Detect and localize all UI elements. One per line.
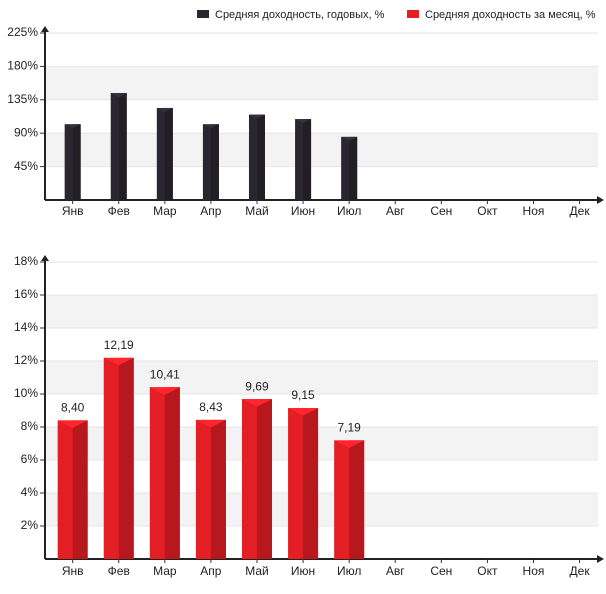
- bar-shade: [118, 357, 134, 559]
- x-tick-label: Июн: [291, 564, 315, 578]
- value-label: 8,40: [61, 401, 85, 415]
- x-tick-label: Янв: [62, 564, 84, 578]
- y-tick-label: 135%: [7, 92, 38, 106]
- grid-band: [45, 361, 598, 394]
- bar-bevel: [110, 93, 127, 98]
- value-label: 10,41: [150, 367, 180, 381]
- bar-bevel: [64, 124, 81, 129]
- bar-shade: [256, 399, 272, 559]
- x-tick-label: Авг: [386, 564, 405, 578]
- bar-bevel: [341, 136, 358, 141]
- axis-arrow: [41, 255, 49, 261]
- x-tick-label: Янв: [62, 204, 84, 218]
- y-tick-label: 16%: [14, 287, 38, 301]
- y-tick-label: 225%: [7, 25, 38, 39]
- y-tick-label: 10%: [14, 386, 38, 400]
- bar-bevel: [149, 387, 180, 395]
- y-tick-label: 6%: [21, 452, 39, 466]
- x-tick-label: Фев: [108, 204, 130, 218]
- bar-bevel: [202, 124, 219, 129]
- bar-bevel: [248, 114, 265, 119]
- legend-swatch: [197, 10, 209, 18]
- x-tick-label: Май: [245, 204, 269, 218]
- bar-shade: [72, 124, 81, 200]
- bar-bevel: [241, 399, 272, 407]
- bar-bevel: [57, 420, 88, 428]
- bar-bevel: [156, 107, 173, 112]
- bar-shade: [164, 107, 173, 200]
- bar-shade: [72, 420, 88, 559]
- grid-band: [45, 493, 598, 526]
- axis-arrow: [597, 196, 604, 204]
- bar-bevel: [334, 440, 365, 448]
- y-tick-label: 14%: [14, 320, 38, 334]
- bar-bevel: [195, 419, 226, 428]
- x-tick-label: Сен: [430, 204, 452, 218]
- x-tick-label: Окт: [477, 204, 498, 218]
- bar-bevel: [103, 357, 134, 366]
- y-tick-label: 2%: [21, 518, 39, 532]
- y-tick-label: 90%: [14, 125, 38, 139]
- bar-shade: [118, 93, 127, 200]
- x-tick-label: Сен: [430, 564, 452, 578]
- x-tick-label: Мар: [153, 204, 177, 218]
- legend-swatch: [407, 10, 419, 18]
- legend-label: Средняя доходность, годовых, %: [215, 9, 385, 21]
- x-tick-label: Мар: [153, 564, 177, 578]
- bar-bevel: [295, 119, 312, 124]
- bar-shade: [349, 136, 358, 200]
- value-label: 9,15: [291, 388, 315, 402]
- grid-band: [45, 295, 598, 328]
- axis-arrow: [41, 26, 49, 32]
- y-tick-label: 18%: [14, 254, 38, 268]
- axis-arrow: [597, 555, 604, 563]
- value-label: 12,19: [104, 338, 134, 352]
- value-label: 7,19: [337, 421, 361, 435]
- x-tick-label: Май: [245, 564, 269, 578]
- grid-band: [45, 133, 598, 167]
- x-tick-label: Окт: [477, 564, 498, 578]
- bar-shade: [303, 408, 319, 559]
- value-label: 9,69: [245, 379, 269, 393]
- bar-bevel: [288, 408, 319, 416]
- bar-shade: [256, 114, 265, 200]
- x-tick-label: Дек: [570, 204, 591, 218]
- x-tick-label: Апр: [200, 564, 222, 578]
- x-tick-label: Ноя: [523, 564, 545, 578]
- y-tick-label: 8%: [21, 419, 39, 433]
- x-tick-label: Фев: [108, 564, 130, 578]
- x-tick-label: Ноя: [523, 204, 545, 218]
- y-tick-label: 12%: [14, 353, 38, 367]
- bar-shade: [210, 419, 226, 559]
- y-tick-label: 4%: [21, 485, 39, 499]
- grid-band: [45, 427, 598, 460]
- bar-shade: [303, 119, 312, 200]
- x-tick-label: Июл: [337, 564, 361, 578]
- x-tick-label: Июн: [291, 204, 315, 218]
- bar-shade: [210, 124, 219, 200]
- bar-shade: [164, 387, 180, 559]
- x-tick-label: Апр: [200, 204, 222, 218]
- y-tick-label: 180%: [7, 59, 38, 73]
- legend-label: Средняя доходность за месяц, %: [425, 9, 596, 21]
- grid-band: [45, 66, 598, 100]
- bar-shade: [349, 440, 365, 559]
- y-tick-label: 45%: [14, 159, 38, 173]
- x-tick-label: Июл: [337, 204, 361, 218]
- value-label: 8,43: [199, 400, 223, 414]
- x-tick-label: Авг: [386, 204, 405, 218]
- x-tick-label: Дек: [570, 564, 591, 578]
